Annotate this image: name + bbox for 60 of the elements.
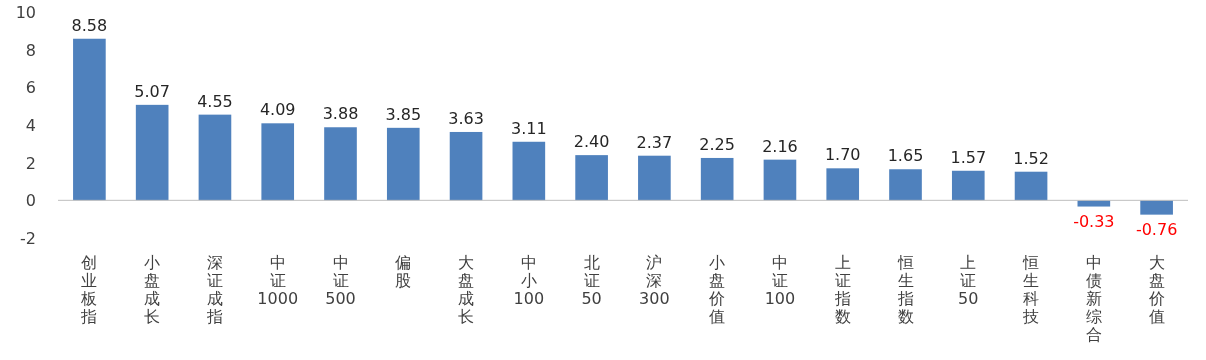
data-label: 2.25 bbox=[699, 134, 735, 154]
bar bbox=[73, 38, 106, 201]
x-tick-label: 恒生指数 bbox=[896, 253, 914, 326]
bar bbox=[1140, 200, 1173, 215]
data-label: 5.07 bbox=[134, 81, 170, 101]
data-label: 3.63 bbox=[448, 108, 484, 128]
data-label: 2.16 bbox=[762, 136, 798, 156]
y-tick-label: 2 bbox=[25, 153, 36, 173]
x-tick-label: 大盘价值 bbox=[1147, 253, 1165, 326]
x-tick-label: 深证成指 bbox=[205, 253, 223, 326]
x-tick-label: 大盘成长 bbox=[458, 253, 475, 326]
bar bbox=[261, 123, 295, 201]
x-tick-label: 小盘成长 bbox=[144, 253, 161, 326]
bar bbox=[386, 127, 420, 201]
x-tick-label: 中债新综合 bbox=[1085, 253, 1102, 344]
bar bbox=[951, 170, 985, 201]
data-label: 1.52 bbox=[1013, 148, 1049, 168]
x-tick-label: 偏股 bbox=[395, 253, 412, 290]
bar bbox=[198, 114, 232, 201]
data-label: 1.57 bbox=[950, 147, 987, 167]
bar bbox=[763, 159, 797, 201]
data-label: 3.88 bbox=[322, 104, 359, 124]
data-label: 4.09 bbox=[259, 100, 296, 120]
x-tick-label: 上证50 bbox=[958, 253, 979, 308]
x-tick-label: 恒生科技 bbox=[1022, 253, 1040, 326]
x-tick-label: 上证指数 bbox=[833, 253, 851, 326]
data-label: 1.65 bbox=[887, 146, 924, 166]
data-label: 1.70 bbox=[824, 145, 861, 165]
data-label: 4.55 bbox=[197, 91, 233, 111]
bar bbox=[700, 157, 734, 201]
bar bbox=[1014, 171, 1048, 201]
data-label: -0.76 bbox=[1135, 219, 1178, 239]
y-tick-label: 4 bbox=[25, 116, 36, 135]
data-label: 3.11 bbox=[511, 118, 547, 138]
bar bbox=[889, 169, 922, 201]
bar bbox=[826, 168, 860, 201]
bar bbox=[512, 141, 546, 201]
data-label: 8.58 bbox=[71, 15, 108, 35]
bar bbox=[324, 127, 357, 201]
y-tick-label: -2 bbox=[20, 229, 36, 248]
x-tick-label: 中小100 bbox=[513, 253, 545, 308]
data-label: 2.40 bbox=[573, 132, 610, 152]
x-tick-label: 沪深300 bbox=[639, 253, 670, 308]
x-tick-label: 创业板指 bbox=[80, 253, 98, 326]
bar bbox=[449, 131, 483, 201]
bar bbox=[135, 104, 169, 201]
data-label: 3.85 bbox=[385, 104, 422, 124]
y-tick-label: 10 bbox=[15, 3, 36, 22]
bar bbox=[638, 155, 671, 201]
y-tick-label: 6 bbox=[25, 78, 36, 98]
x-tick-label: 中证100 bbox=[764, 253, 796, 308]
x-tick-label: 小盘价值 bbox=[708, 253, 726, 326]
data-label: 2.37 bbox=[636, 132, 673, 152]
data-label: -0.33 bbox=[1073, 211, 1115, 231]
x-tick-label: 中证1000 bbox=[257, 253, 299, 308]
y-tick-label: 0 bbox=[25, 191, 36, 211]
y-tick-label: 8 bbox=[25, 40, 36, 60]
x-tick-label: 中证500 bbox=[325, 253, 356, 308]
x-tick-label: 北证50 bbox=[581, 253, 602, 308]
bar bbox=[575, 155, 608, 201]
